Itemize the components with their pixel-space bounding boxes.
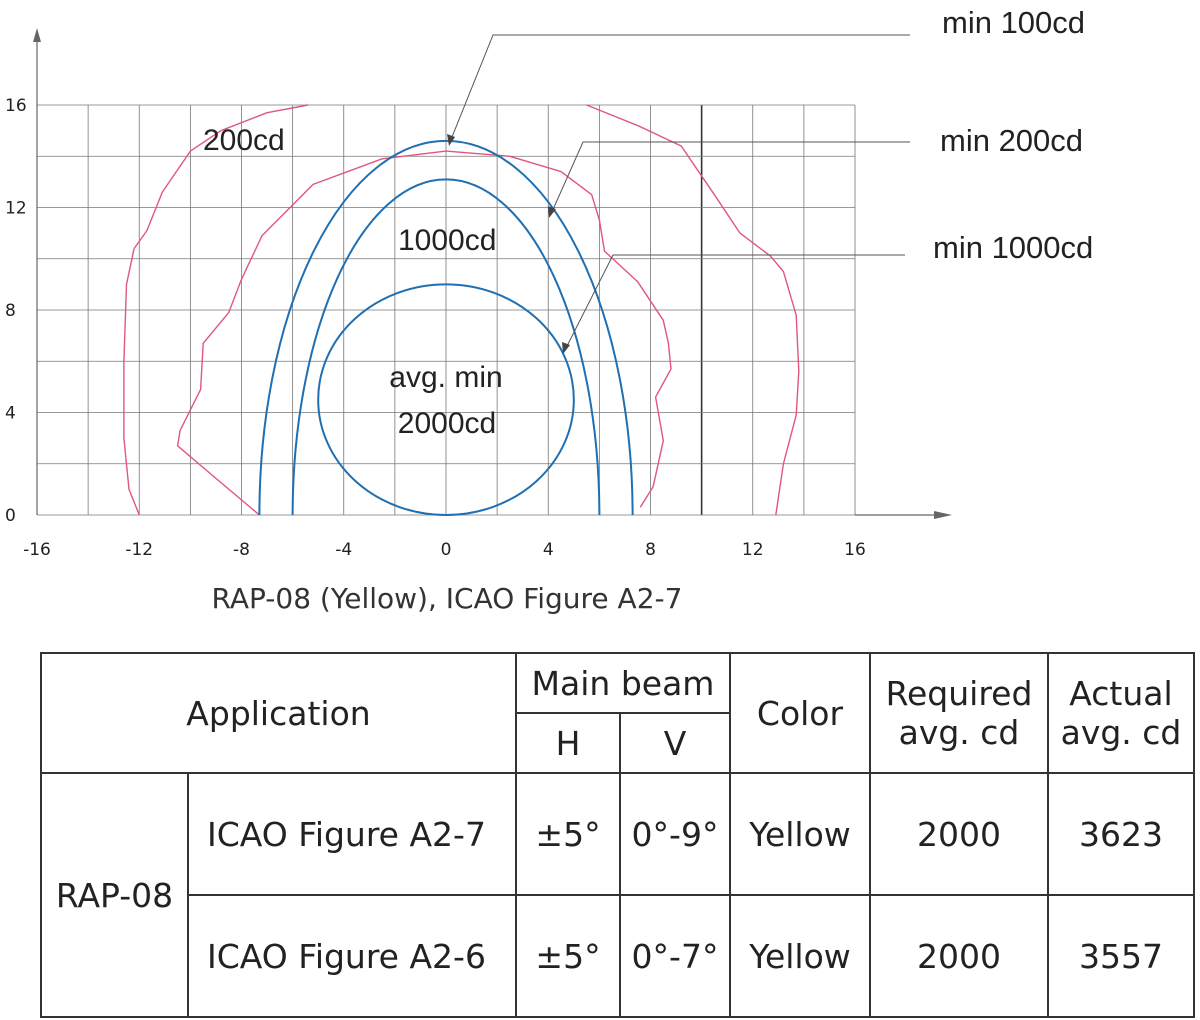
measured-contour-2	[176, 150, 672, 516]
label-200cd: 200cd	[203, 124, 285, 157]
label-2000cd: 2000cd	[398, 407, 496, 440]
x-tick-label: 0	[441, 540, 452, 560]
header-actual-line1: Actual	[1069, 674, 1173, 713]
cell-color: Yellow	[729, 894, 871, 1018]
table-subheader-row: H V	[41, 712, 1194, 774]
chart-caption: RAP-08 (Yellow), ICAO Figure A2-7	[212, 582, 683, 615]
x-tick-label: 4	[543, 540, 554, 560]
callout-min-200cd: min 200cd	[940, 123, 1083, 158]
cell-required: 2000	[869, 894, 1049, 1018]
ellipse-min-100cd	[258, 139, 634, 516]
header-required: Required avg. cd	[869, 652, 1049, 774]
header-actual: Actual avg. cd	[1047, 652, 1195, 774]
header-v: V	[619, 712, 731, 774]
isocandela-chart: -16 -12 -8 -4 0 4 8 12 16 16 12 8 4 0 min 100cd min …	[5, 5, 1093, 615]
cell-application: ICAO Figure A2-7	[187, 772, 517, 896]
chart-grid	[36, 104, 856, 516]
y-axis-arrowhead	[33, 28, 41, 42]
cell-actual: 3557	[1047, 894, 1195, 1018]
leader-min-200cd	[550, 141, 910, 215]
group-rap-08: RAP-08	[40, 772, 189, 1018]
header-required-line1: Required	[885, 674, 1033, 713]
y-tick-label: 4	[5, 404, 16, 424]
cell-actual: 3623	[1047, 772, 1195, 896]
table-row: RAP-08 ICAO Figure A2-7 ±5° 0°-9° Yellow…	[40, 772, 1195, 1018]
leader-min-1000cd-arrowhead	[562, 342, 570, 354]
spec-table: Application Main beam Color Required avg…	[40, 652, 1195, 1018]
x-tick-label: -16	[23, 540, 51, 560]
cell-v: 0°-7°	[619, 894, 731, 1018]
header-application: Application	[40, 652, 517, 774]
cell-required: 2000	[869, 772, 1049, 896]
x-axis-arrowhead	[934, 511, 952, 519]
header-actual-line2: avg. cd	[1060, 713, 1182, 752]
callout-leaders	[447, 34, 910, 354]
callout-min-100cd: min 100cd	[942, 5, 1085, 40]
measured-contour-3	[586, 104, 800, 516]
x-tick-labels: -16 -12 -8 -4 0 4 8 12 16	[23, 540, 866, 560]
measured-contours	[123, 104, 800, 516]
ellipse-min-200cd	[291, 178, 601, 516]
cell-application: ICAO Figure A2-6	[187, 894, 517, 1018]
cell-h: ±5°	[515, 772, 621, 896]
cell-h: ±5°	[515, 894, 621, 1018]
x-tick-label: -12	[125, 540, 153, 560]
x-tick-label: -8	[233, 540, 250, 560]
header-main-beam: Main beam	[515, 652, 731, 714]
header-h: H	[515, 712, 621, 774]
cell-color: Yellow	[729, 772, 871, 896]
requirement-ellipses	[258, 139, 634, 516]
callout-min-1000cd: min 1000cd	[933, 230, 1093, 265]
x-tick-label: 12	[742, 540, 764, 560]
leader-min-100cd	[449, 34, 910, 143]
x-tick-label: -4	[335, 540, 352, 560]
chart-axes	[33, 28, 952, 519]
cell-v: 0°-9°	[619, 772, 731, 896]
y-tick-label: 16	[5, 96, 27, 116]
header-required-line2: avg. cd	[898, 713, 1020, 752]
leader-min-100cd-arrowhead	[447, 134, 455, 146]
leader-min-1000cd	[564, 254, 905, 351]
y-tick-label: 0	[5, 506, 16, 526]
header-color: Color	[729, 652, 871, 774]
x-tick-label: 8	[645, 540, 656, 560]
label-avg-min: avg. min	[389, 361, 502, 394]
leader-min-200cd-arrowhead	[548, 206, 556, 218]
table-header-row: Application Main beam Color Required avg…	[40, 652, 1195, 774]
y-tick-label: 8	[5, 301, 16, 321]
x-tick-label: 16	[844, 540, 866, 560]
y-tick-labels: 16 12 8 4 0	[5, 96, 27, 526]
ellipse-min-1000cd	[317, 283, 575, 516]
label-1000cd: 1000cd	[398, 224, 496, 257]
measured-contour-1	[123, 104, 309, 516]
y-tick-label: 12	[5, 199, 27, 219]
table-row: ICAO Figure A2-6 ±5° 0°-7° Yellow 2000 3…	[41, 894, 1195, 1018]
